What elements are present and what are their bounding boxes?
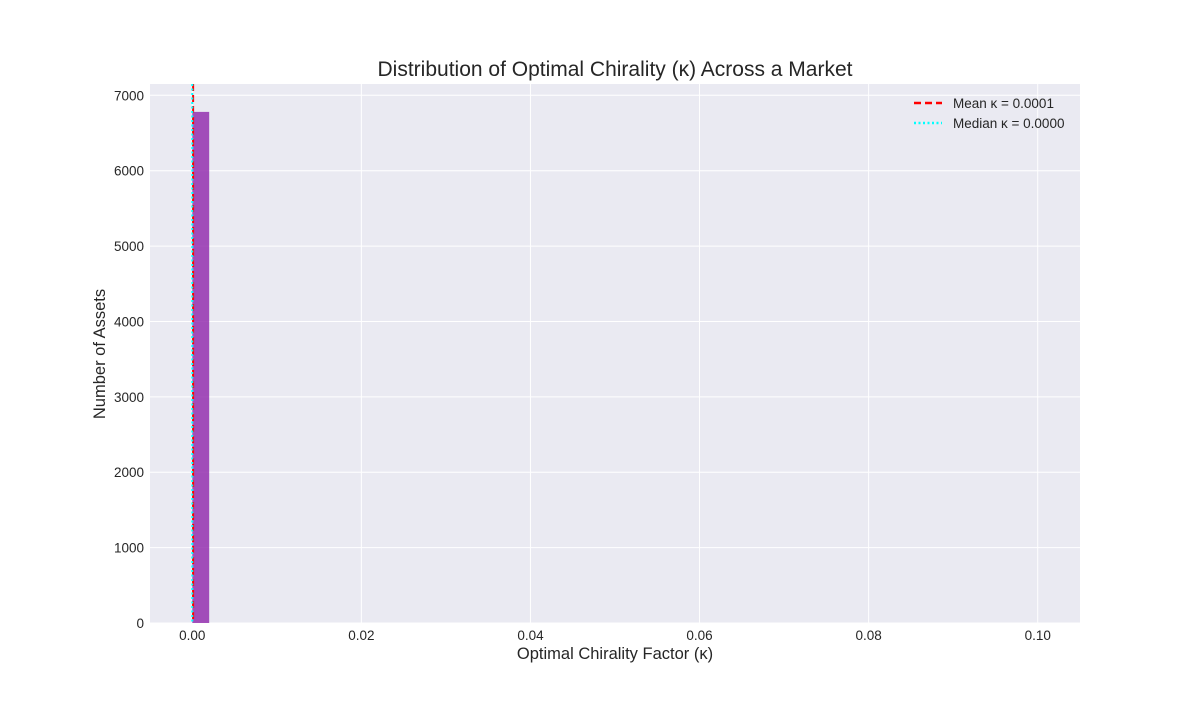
x-tick-label: 0.06: [686, 628, 712, 643]
y-axis-label: Number of Assets: [91, 289, 109, 419]
x-tick-label: 0.02: [348, 628, 374, 643]
y-tick-label: 6000: [114, 164, 144, 179]
grid: [150, 84, 1080, 624]
y-tick-label: 2000: [114, 465, 144, 480]
y-tick-label: 7000: [114, 88, 144, 103]
y-tick-label: 0: [136, 616, 144, 631]
reference-lines: [191, 84, 195, 623]
histogram-bar: [192, 111, 210, 624]
x-axis-label: Optimal Chirality Factor (κ): [517, 645, 713, 663]
chart-title: Distribution of Optimal Chirality (κ) Ac…: [378, 58, 853, 81]
x-axis-ticks: 0.00 0.02 0.04 0.06 0.08 0.10: [179, 628, 1051, 643]
x-tick-label: 0.04: [517, 628, 544, 643]
y-tick-label: 3000: [114, 390, 144, 405]
plot-area: [150, 84, 1080, 623]
y-tick-label: 1000: [114, 541, 144, 556]
x-tick-label: 0.10: [1025, 628, 1051, 643]
bars: [192, 111, 210, 624]
legend-label: Median κ = 0.0000: [953, 116, 1064, 131]
y-axis-ticks: 0 1000 2000 3000 4000 5000 6000 7000: [114, 88, 144, 631]
x-tick-label: 0.08: [855, 628, 881, 643]
legend: Mean κ = 0.0001 Median κ = 0.0000: [914, 96, 1064, 131]
x-tick-label: 0.00: [179, 628, 205, 643]
legend-label: Mean κ = 0.0001: [953, 96, 1054, 111]
y-tick-label: 5000: [114, 239, 144, 254]
y-tick-label: 4000: [114, 314, 144, 329]
